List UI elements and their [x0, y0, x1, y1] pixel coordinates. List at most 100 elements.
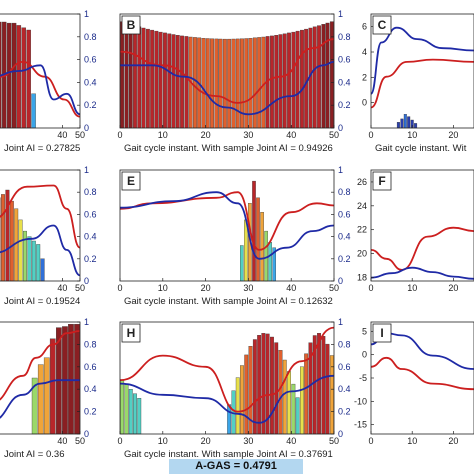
bar-h-37 [278, 350, 283, 435]
bar-h-0 [120, 380, 125, 435]
panel-letter-box [121, 171, 141, 191]
x-tick-label: 0 [368, 436, 373, 446]
axes-frame-d [0, 169, 81, 282]
bar-b-5 [141, 27, 146, 129]
blue-curve-f [370, 266, 474, 280]
y-right-tick-label: 0 [84, 429, 89, 439]
axes-frame-f [370, 169, 474, 282]
blue-curve-g [0, 379, 80, 419]
y-right-tick-label: 0.2 [338, 100, 351, 110]
bar-c-0 [396, 122, 400, 129]
bar-b-36 [274, 35, 279, 129]
bar-h-4 [137, 398, 142, 435]
red-curve-i [370, 356, 474, 391]
x-tick-label: 30 [243, 436, 253, 446]
x-tick-label: 20 [448, 436, 458, 446]
bar-g-3 [49, 338, 56, 435]
red-curve-d [0, 184, 81, 249]
y-right-tick-label: 0.4 [84, 384, 97, 394]
y-right-tick-label: 0.2 [338, 407, 351, 417]
y-right-tick-label: 0.6 [84, 362, 97, 372]
bar-b-13 [175, 35, 180, 129]
x-tick-label: 10 [407, 283, 417, 293]
bar-b-37 [278, 34, 283, 129]
bar-b-35 [270, 35, 274, 129]
axes-frame-e [119, 169, 335, 282]
panel-letter: E [127, 174, 135, 188]
bar-b-43 [304, 28, 309, 129]
blue-curve-c [370, 26, 474, 95]
bar-a-7 [26, 29, 31, 129]
bar-b-4 [137, 26, 142, 129]
red-curve-b [119, 38, 335, 104]
panel-caption: Gait cycle instant. With sample Joint AI… [124, 449, 333, 460]
panel-caption: Joint AI = 0.36 [4, 449, 64, 460]
y-left-tick-label: 2 [362, 72, 367, 82]
bar-b-20 [205, 38, 210, 129]
bar-a-5 [16, 25, 22, 129]
bar-b-38 [282, 33, 287, 129]
x-tick-label: 20 [448, 283, 458, 293]
y-right-tick-label: 1 [338, 165, 343, 175]
bar-b-2 [128, 24, 133, 129]
y-left-tick-label: -15 [354, 420, 367, 430]
y-right-tick-label: 0.4 [338, 77, 351, 87]
x-tick-label: 10 [158, 283, 168, 293]
y-right-tick-label: 0.8 [338, 339, 351, 349]
y-right-tick-label: 0.6 [84, 55, 97, 65]
y-right-tick-label: 0.2 [84, 254, 97, 264]
bar-e-3 [252, 180, 256, 282]
bar-h-43 [304, 353, 309, 435]
y-right-tick-label: 0.8 [338, 32, 351, 42]
bar-h-1 [124, 384, 129, 435]
blue-curve-h [119, 374, 335, 424]
y-left-tick-label: -5 [359, 373, 367, 383]
y-right-tick-label: 0.6 [338, 209, 351, 219]
x-tick-label: 20 [448, 130, 458, 140]
panel-a: 40 500 0.2 0.4 0.6 0.8 1 Joint AI = 0.27825 [0, 9, 97, 154]
blue-curve-e [119, 191, 335, 260]
bar-h-47 [321, 336, 326, 435]
y-right-tick-label: 1 [338, 9, 343, 19]
x-tick-label: 50 [329, 130, 339, 140]
panel-caption: Gait cycle instant. With sample Joint AI… [124, 143, 333, 154]
agas-score-label: A-GAS = 0.4791 [169, 459, 303, 474]
bar-e-5 [260, 212, 264, 282]
bar-g-1 [37, 364, 44, 435]
bar-h-36 [274, 342, 279, 435]
y-right-tick-label: 0 [84, 123, 89, 133]
x-tick-label: 0 [117, 283, 122, 293]
panel-caption: Joint AI = 0.19524 [4, 296, 80, 307]
bar-h-2 [128, 389, 133, 435]
bar-b-46 [317, 25, 321, 129]
panel-letter-box [121, 15, 141, 35]
panel-caption: Joint AI = 0.27825 [4, 143, 80, 154]
bar-h-48 [325, 343, 330, 435]
y-left-tick-label: 5 [362, 326, 367, 336]
bar-d-9 [36, 244, 41, 282]
y-left-tick-label: 0 [362, 98, 367, 108]
y-left-tick-label: 22 [357, 225, 367, 235]
bar-e-7 [268, 242, 272, 282]
bar-a-6 [21, 27, 26, 129]
bar-b-26 [231, 38, 236, 129]
y-right-tick-label: 1 [84, 317, 89, 327]
x-tick-label: 40 [286, 130, 296, 140]
bar-a-8 [31, 93, 36, 129]
bar-b-19 [201, 38, 206, 129]
bar-b-11 [167, 33, 172, 129]
bar-h-32 [257, 335, 262, 435]
bar-h-31 [252, 339, 257, 435]
y-right-tick-label: 0.6 [338, 362, 351, 372]
y-left-tick-label: 6 [362, 22, 367, 32]
bar-b-28 [240, 38, 244, 129]
bar-b-47 [321, 24, 326, 129]
panel-letter: H [127, 326, 136, 340]
bar-g-6 [68, 324, 74, 435]
y-left-tick-label: 0 [362, 350, 367, 360]
y-left-tick-label: -10 [354, 396, 367, 406]
bar-b-40 [291, 31, 296, 129]
axes-frame-b [119, 13, 335, 129]
panel-letter: C [378, 18, 387, 32]
panel-letter-box [372, 323, 392, 343]
